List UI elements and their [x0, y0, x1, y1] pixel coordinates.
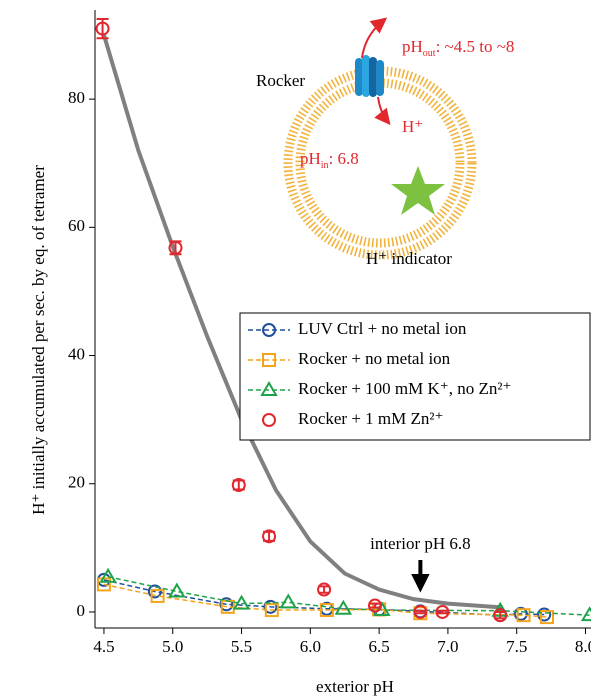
proton-arrow-out [361, 17, 388, 59]
series-line [107, 575, 590, 616]
marker [99, 567, 117, 583]
marker [262, 323, 276, 337]
x-tick-label: 4.5 [93, 637, 114, 656]
marker [262, 529, 277, 544]
ph-out-label: pHout: ~4.5 to ~8 [402, 37, 514, 59]
marker [262, 353, 276, 367]
marker [279, 593, 298, 609]
ph-value: : 6.8 [329, 149, 359, 168]
marker [232, 594, 251, 610]
error-bar [368, 602, 381, 609]
marker [537, 607, 552, 622]
rocker-channel [355, 55, 384, 97]
fit-curve [102, 34, 504, 610]
error-bar [414, 609, 427, 615]
marker [319, 603, 334, 618]
legend-label: Rocker + 100 mM K⁺, no Zn²⁺ [298, 379, 511, 398]
x-tick-label: 5.0 [162, 637, 183, 656]
rocker-label: Rocker [256, 71, 305, 90]
x-tick-label: 5.5 [231, 637, 252, 656]
x-tick-label: 7.5 [506, 637, 527, 656]
ph-text: pH [300, 149, 321, 168]
ph-subscript: out [423, 48, 436, 59]
ph-range: : ~4.5 to ~8 [436, 37, 515, 56]
marker [493, 608, 508, 623]
marker [95, 21, 110, 36]
marker [264, 603, 279, 618]
indicator-label: H⁺ indicator [366, 249, 452, 268]
x-tick-label: 6.0 [300, 637, 321, 656]
legend-label: Rocker + no metal ion [298, 349, 451, 368]
y-tick-label: 20 [68, 473, 85, 492]
marker [539, 610, 554, 625]
y-tick-label: 40 [68, 344, 85, 363]
legend-label: LUV Ctrl + no metal ion [298, 319, 467, 338]
inset: Rocker pHout: ~4.5 to ~8 H⁺ pHin: 6.8 H⁺… [256, 17, 514, 268]
x-tick-label: 7.0 [437, 637, 458, 656]
marker [435, 604, 450, 619]
proton-label: H⁺ [402, 117, 423, 136]
y-tick-label: 0 [77, 601, 86, 620]
ph-text: pH [402, 37, 423, 56]
x-axis-label: exterior pH [316, 677, 394, 696]
marker [168, 582, 186, 598]
legend-box [239, 312, 591, 441]
marker [334, 599, 353, 615]
indicator-star [391, 166, 445, 215]
marker [231, 478, 246, 493]
marker [516, 608, 531, 623]
error-bar [436, 609, 449, 615]
marker [367, 598, 382, 613]
legend-label: Rocker + 1 mM Zn²⁺ [298, 409, 443, 428]
marker [317, 582, 332, 597]
series-line [103, 583, 548, 618]
annotation-arrow [411, 560, 430, 593]
error-bar [318, 585, 331, 594]
marker [263, 599, 278, 614]
annotation-text: interior pH 6.8 [370, 534, 471, 553]
marker [580, 606, 591, 622]
marker [373, 601, 391, 617]
proton-arrow-in [374, 96, 391, 126]
marker [168, 240, 183, 255]
x-tick-label: 8.0 [575, 637, 591, 656]
marker [147, 584, 162, 599]
ph-subscript: in [321, 160, 329, 171]
x-tick-label: 6.5 [368, 637, 389, 656]
y-tick-label: 60 [68, 216, 85, 235]
marker [219, 597, 234, 612]
legend: LUV Ctrl + no metal ion Rocker + no metal… [239, 312, 591, 441]
y-tick-label: 80 [68, 88, 85, 107]
marker [413, 604, 428, 619]
marker [150, 588, 165, 603]
ph-in-label: pHin: 6.8 [300, 149, 359, 171]
marker [260, 381, 278, 396]
marker [513, 606, 528, 621]
y-axis-label: H⁺ initially accumulated per sec. by eq.… [29, 165, 48, 515]
marker [262, 413, 276, 427]
